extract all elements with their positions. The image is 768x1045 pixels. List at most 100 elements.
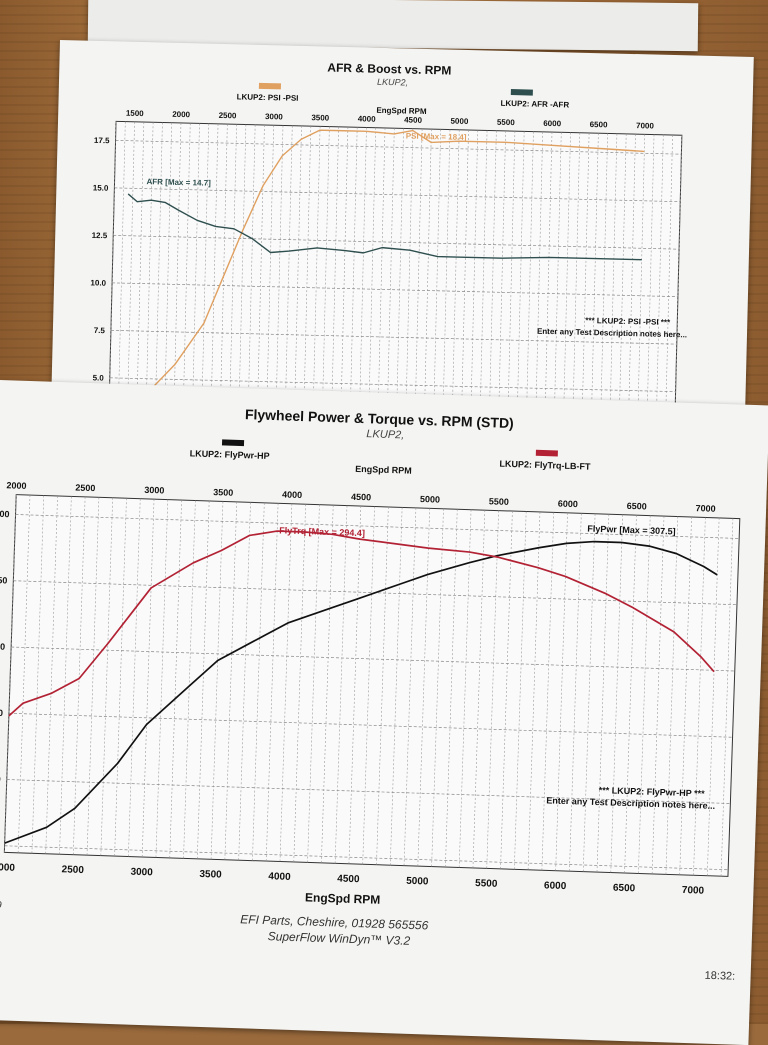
grid-line-x <box>488 130 497 435</box>
grid-line-x <box>562 132 571 437</box>
grid-line-x <box>414 128 423 433</box>
x-tick-label-top: 3000 <box>144 485 164 496</box>
grid-line-x <box>368 127 377 432</box>
grid-line-y <box>8 712 733 738</box>
grid-line-x <box>145 122 154 427</box>
grid-line-x <box>525 131 534 436</box>
grid-line-x <box>581 132 590 437</box>
grid-line-x <box>163 122 172 427</box>
grid-line-y <box>6 779 731 804</box>
x-tick-label-bottom: 4000 <box>268 871 291 883</box>
chart-subtitle: LKUP2, <box>376 76 409 88</box>
x-tick-label-top: 6000 <box>543 119 562 128</box>
grid-line-x <box>108 121 117 426</box>
x-tick-label-bottom: 6000 <box>544 880 567 892</box>
grid-line-y <box>4 845 729 871</box>
chart-title: Flywheel Power & Torque vs. RPM (STD) <box>244 406 515 432</box>
y-tick-label: 15.0 <box>93 183 109 192</box>
footer-time: 18:32: <box>704 969 736 983</box>
legend-torque: LKUP2: FlyTrq-LB-FT <box>499 458 591 472</box>
y-tick-label: 17.5 <box>94 136 110 145</box>
grid-line-x <box>321 126 330 431</box>
grid-line-x <box>126 121 135 426</box>
x-tick-label-top: 2000 <box>6 480 26 491</box>
grid-line-y <box>113 235 680 250</box>
grid-line-x <box>627 134 636 439</box>
grid-line-x <box>432 129 441 434</box>
series-line-0 <box>4 540 718 844</box>
grid-line-x <box>655 134 664 439</box>
grid-line-x <box>405 128 414 433</box>
power-torque-chart: 3002502001501005020002000250025003000300… <box>0 480 741 897</box>
y-tick-label: 300 <box>0 509 10 519</box>
legend-swatch-power <box>221 439 245 447</box>
grid-line-x <box>460 130 469 434</box>
x-tick-label-bottom: 3000 <box>130 867 153 879</box>
y-tick-label: 100 <box>0 774 1 784</box>
grid-line-x <box>470 130 479 435</box>
grid-line-x <box>349 127 358 432</box>
x-tick-label-bottom: 6500 <box>613 883 636 895</box>
grid-line-y <box>11 646 735 672</box>
y-tick-label: 12.5 <box>92 231 108 240</box>
legend-afr: LKUP2: AFR -AFR <box>500 98 570 110</box>
grid-line-x <box>609 133 618 438</box>
grid-line-x <box>303 126 312 431</box>
x-tick-label-top: 3000 <box>265 112 284 121</box>
x-tick-label-top: 2500 <box>219 111 238 120</box>
x-tick-label-top: 5500 <box>497 118 516 127</box>
x-tick-label-top: 6500 <box>590 120 609 129</box>
x-tick-label-top: 5000 <box>450 117 469 126</box>
x-tick-label-top: 5500 <box>489 496 509 507</box>
y-tick-label: 250 <box>0 575 8 585</box>
footer-software: SuperFlow WinDyn™ V3.2 <box>267 929 411 948</box>
series-line-1 <box>127 193 642 261</box>
x-tick-label-bottom: 5500 <box>475 878 498 890</box>
x-tick-label-top: 4500 <box>404 115 423 124</box>
grid-line-x <box>451 129 460 434</box>
x-tick-label-top: 6500 <box>627 501 647 512</box>
grid-line-x <box>182 123 191 428</box>
afr-boost-chart: 17.515.012.510.07.55.02.5150020002500300… <box>90 109 683 440</box>
grid-line-x <box>544 132 553 436</box>
grid-line-y <box>115 140 682 155</box>
x-tick-label-bottom: 2000 <box>0 862 16 874</box>
chart-subtitle: LKUP2, <box>366 428 405 442</box>
grid-line-x <box>340 127 349 431</box>
max-annotation: FlyPwr [Max = 307.5] <box>587 524 676 537</box>
x-tick-label-top: 4000 <box>358 114 377 123</box>
x-tick-label-top: 6000 <box>558 499 578 510</box>
x-tick-label-bottom: 3500 <box>199 869 222 881</box>
grid-line-x <box>674 135 683 440</box>
x-tick-label-bottom: 2500 <box>61 864 84 876</box>
grid-line-x <box>664 134 673 439</box>
x-tick-label-top: 2500 <box>75 483 95 494</box>
grid-line-x <box>284 125 293 430</box>
grid-line-x <box>191 123 200 428</box>
grid-line-y <box>114 187 681 203</box>
grid-line-x <box>238 124 247 429</box>
grid-line-x <box>553 132 562 437</box>
x-tick-label-top: 4500 <box>351 492 371 503</box>
grid-line-x <box>534 131 544 436</box>
x-axis-label-bottom: EngSpd RPM <box>304 890 381 907</box>
x-tick-label-top: 3500 <box>213 487 233 498</box>
y-tick-label: 200 <box>0 641 5 651</box>
legend-power: LKUP2: FlyPwr-HP <box>189 448 270 461</box>
max-annotation: AFR [Max = 14.7] <box>146 177 211 188</box>
legend-swatch-afr <box>510 89 533 96</box>
x-tick-label-bottom: 7000 <box>682 885 705 897</box>
grid-line-x <box>228 124 237 429</box>
grid-line-x <box>210 123 219 428</box>
x-tick-label-top: 1500 <box>126 109 145 118</box>
grid-line-y <box>110 329 677 345</box>
grid-line-y <box>112 282 678 298</box>
legend-swatch-torque <box>535 449 558 457</box>
grid-line-y <box>109 377 676 392</box>
grid-line-x <box>572 132 581 437</box>
x-tick-label-top: 5000 <box>420 494 440 505</box>
x-tick-label-top: 4000 <box>282 489 302 500</box>
legend-swatch-psi <box>258 82 282 90</box>
chart-title: AFR & Boost vs. RPM <box>327 60 452 78</box>
x-tick-label-bottom: 4500 <box>337 873 360 885</box>
